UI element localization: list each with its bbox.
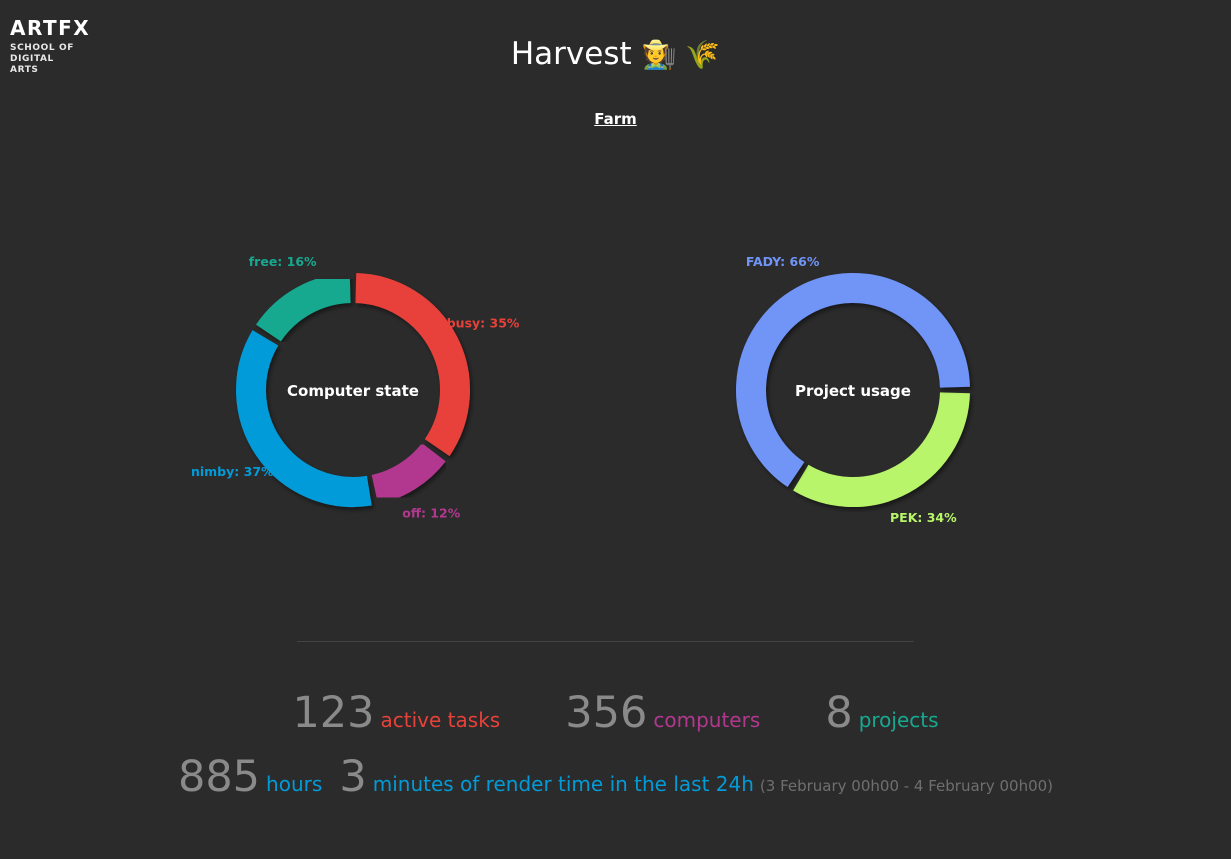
stats-row-counts: 123 active tasks 356 computers 8 projects xyxy=(0,688,1231,738)
computers-label: computers xyxy=(653,708,761,732)
active-tasks-value: 123 xyxy=(292,688,375,738)
slice-free[interactable] xyxy=(256,273,352,342)
stat-computers: 356 computers xyxy=(565,688,760,738)
active-tasks-label: active tasks xyxy=(380,708,501,732)
stats-row-render-time: 885 hours 3 minutes of render time in the … xyxy=(0,752,1231,802)
farm-link[interactable]: Farm xyxy=(594,110,637,128)
stat-hours: 885 hours xyxy=(178,752,322,802)
slice-label-busy: busy: 35% xyxy=(447,316,520,331)
divider xyxy=(297,641,914,642)
hours-value: 885 xyxy=(177,752,261,802)
artfx-logo[interactable]: ARTFX SCHOOL OF DIGITAL ARTS xyxy=(10,18,120,76)
slice-label-fady: FADY: 66% xyxy=(746,254,820,269)
time-range: (3 February 00h00 - 4 February 00h00) xyxy=(759,777,1054,795)
slice-fady[interactable] xyxy=(736,273,970,487)
logo-tagline: SCHOOL OF DIGITAL ARTS xyxy=(10,43,74,75)
stat-projects: 8 projects xyxy=(825,688,938,738)
farmer-wheat-emoji: 🧑‍🌾 🌾 xyxy=(641,38,721,71)
computer-state-donut: busy: 35% off: 12% nimby: 37% free: 16% Comp… xyxy=(191,254,520,520)
projects-value: 8 xyxy=(825,688,853,738)
slice-label-pek: PEK: 34% xyxy=(890,510,957,525)
slice-busy[interactable] xyxy=(355,273,470,457)
minutes-value: 3 xyxy=(339,752,367,802)
page-title: Harvest 🧑‍🌾 🌾 xyxy=(0,34,1231,75)
project-usage-donut: PEK: 34% FADY: 66% Project usage xyxy=(736,254,970,525)
projects-label: projects xyxy=(858,708,939,732)
page-title-text: Harvest xyxy=(510,36,632,72)
slice-label-nimby: nimby: 37% xyxy=(191,464,274,479)
slice-nimby[interactable] xyxy=(236,330,372,507)
computer-state-chart: busy: 35% off: 12% nimby: 37% free: 16% Comp… xyxy=(191,230,520,550)
chart-center-title: Computer state xyxy=(287,382,419,400)
hours-label: hours xyxy=(266,772,323,796)
project-usage-chart: PEK: 34% FADY: 66% Project usage xyxy=(693,230,1013,550)
chart-center-title: Project usage xyxy=(795,382,911,400)
logo-brand: ARTFX xyxy=(10,16,91,40)
stat-minutes: 3 minutes of render time in the last 24h (… xyxy=(339,752,1053,802)
slice-label-off: off: 12% xyxy=(402,505,460,520)
slice-pek[interactable] xyxy=(793,392,970,507)
slice-label-free: free: 16% xyxy=(249,254,317,269)
stat-active-tasks: 123 active tasks xyxy=(292,688,500,738)
minutes-label: minutes of render time in the last 24h xyxy=(372,772,754,796)
navigation: Farm xyxy=(0,109,1231,128)
computers-value: 356 xyxy=(565,688,648,738)
slice-off[interactable] xyxy=(371,442,446,505)
